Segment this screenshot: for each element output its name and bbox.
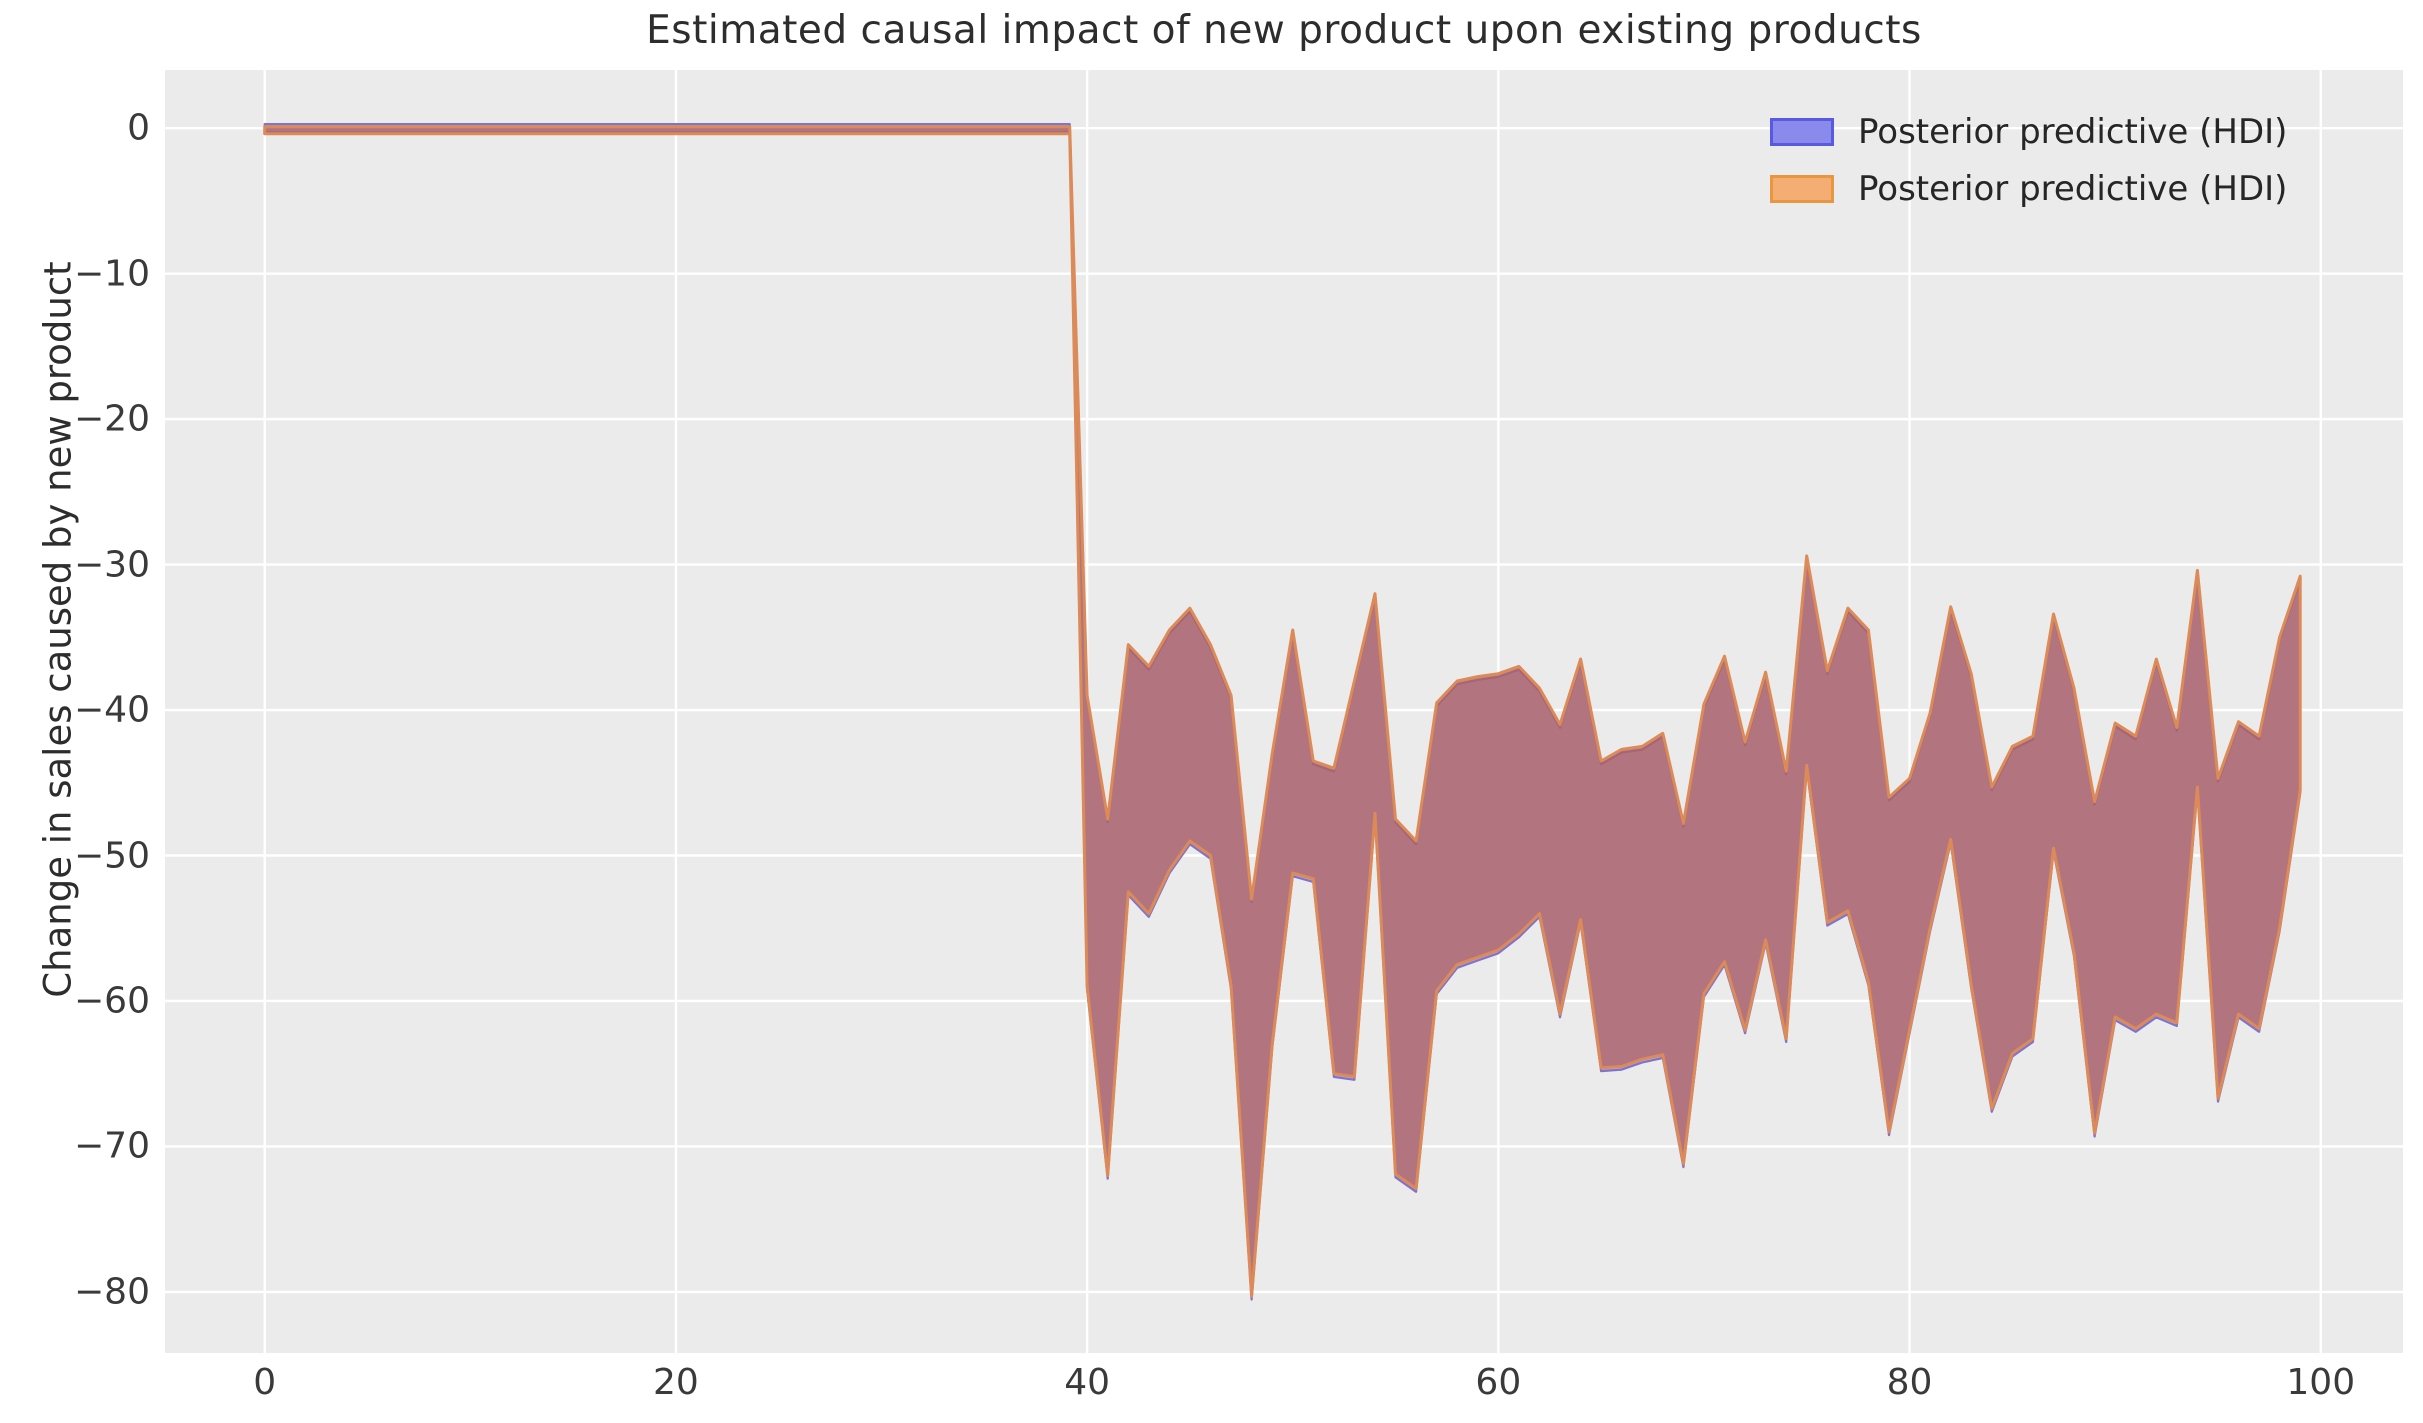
orange-hdi-swatch-icon — [1770, 175, 1834, 203]
legend-item-blue: Posterior predictive (HDI) — [1770, 106, 2287, 158]
y-tick-label: −40 — [74, 689, 150, 731]
x-tick-label: 40 — [1064, 1362, 1111, 1403]
y-tick-label: −70 — [74, 1125, 150, 1167]
plot-area — [165, 70, 2403, 1353]
x-tick-label: 60 — [1475, 1362, 1522, 1403]
x-tick-label: 100 — [2286, 1362, 2356, 1403]
y-tick-label: −10 — [74, 253, 150, 295]
y-axis-label: Change in sales caused by new product — [36, 261, 80, 998]
x-tick-label: 20 — [653, 1362, 699, 1403]
legend-item-orange: Posterior predictive (HDI) — [1770, 163, 2287, 215]
y-tick-label: −30 — [74, 544, 150, 586]
chart-title: Estimated causal impact of new product u… — [646, 8, 1922, 53]
x-tick-label: 0 — [253, 1362, 277, 1403]
y-tick-label: −50 — [74, 835, 150, 876]
legend-label: Posterior predictive (HDI) — [1858, 112, 2288, 152]
y-tick-label: −60 — [74, 980, 150, 1022]
hdi-band-chart — [165, 70, 2403, 1353]
y-tick-label: 0 — [127, 107, 150, 149]
blue-hdi-swatch-icon — [1770, 118, 1834, 146]
legend-label: Posterior predictive (HDI) — [1858, 169, 2288, 209]
y-tick-label: −80 — [74, 1271, 150, 1313]
legend: Posterior predictive (HDI) Posterior pre… — [1770, 106, 2287, 220]
posterior-predictive-hdi-band-orange — [263, 125, 2302, 1298]
y-tick-label: −20 — [74, 398, 150, 440]
x-tick-label: 80 — [1886, 1362, 1933, 1403]
